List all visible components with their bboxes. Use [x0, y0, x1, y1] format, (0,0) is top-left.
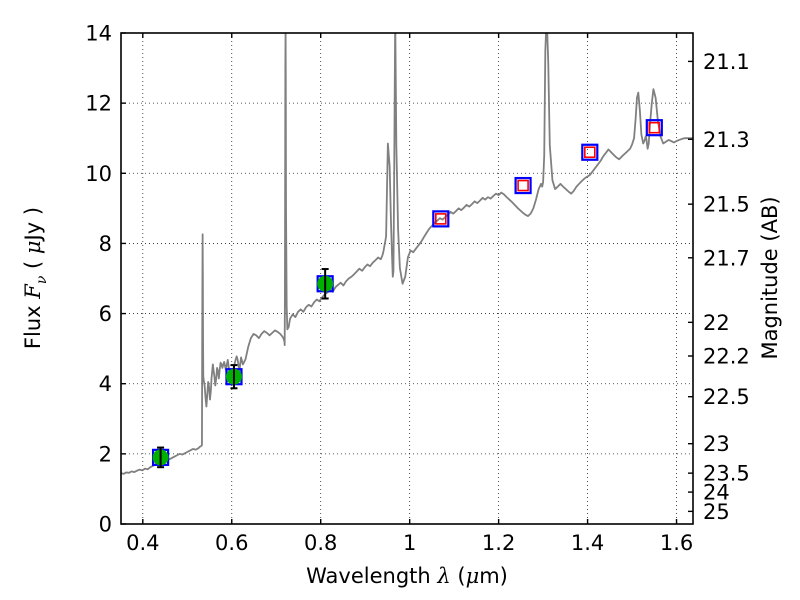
secondary-y-axis-title: Magnitude (AB)	[758, 196, 782, 359]
x-tick-label: 0.8	[304, 531, 337, 555]
y-tick-label: 4	[99, 372, 112, 396]
y2-tick-label: 21.1	[703, 50, 750, 74]
x-tick-label: 1	[403, 531, 416, 555]
x-tick-label: 1.6	[660, 531, 693, 555]
gridlines	[121, 33, 693, 524]
y2-tick-label: 22	[703, 311, 730, 335]
y-tick-label: 6	[99, 302, 112, 326]
marker-blue-square	[581, 143, 599, 161]
x-tick-label: 1.4	[571, 531, 604, 555]
marker-red-square	[584, 146, 596, 159]
y2-tick-label: 23.5	[703, 462, 750, 486]
y2-tick-label: 21.3	[703, 128, 750, 152]
x-title-word: Wavelength	[306, 564, 437, 588]
y2-tick-label: 25	[703, 500, 730, 524]
data-markers-layer	[151, 119, 663, 469]
x-axis-title: Wavelength λ (μm)	[306, 564, 508, 588]
x-title-units: (	[451, 564, 466, 588]
model-spectrum-line	[121, 33, 693, 475]
marker-red-square	[435, 213, 447, 225]
marker-blue-square	[432, 210, 450, 228]
marker-blue-square	[514, 176, 532, 195]
x-tick-label: 0.6	[215, 531, 248, 555]
x-axis-ticks: 0.4 0.6 0.8 1 1.2 1.4 1.6	[126, 33, 693, 555]
y2-tick-label: 21.7	[703, 246, 750, 270]
y-title-F: F	[21, 283, 45, 300]
y-tick-label: 0	[99, 513, 112, 537]
x-tick-label: 1.2	[482, 531, 515, 555]
y-tick-label: 12	[85, 92, 112, 116]
y2-tick-label: 22.5	[703, 385, 750, 409]
y-tick-label: 10	[85, 162, 112, 186]
y-title-word: Flux	[21, 299, 45, 349]
y2-tick-label: 24	[703, 481, 730, 505]
marker-blue-square	[645, 119, 663, 137]
y-title-units-end: Jy )	[21, 207, 45, 243]
y-title-nu: ν	[34, 275, 50, 284]
y-title-paren: (	[21, 254, 45, 276]
axes-frame	[120, 32, 694, 525]
y-axis-title: Flux Fν ( μJy )	[21, 207, 50, 349]
marker-red-square	[648, 121, 661, 134]
spectrum-line-layer	[121, 33, 693, 475]
y2-tick-label: 22.2	[703, 345, 750, 369]
x-title-mu: μ	[466, 564, 480, 588]
y-tick-label: 8	[99, 232, 112, 256]
y-axis-ticks: 0 2 4 6 8 10 12 14	[85, 22, 126, 537]
y-tick-label: 14	[85, 22, 112, 46]
x-tick-label: 0.4	[126, 531, 159, 555]
x-title-lambda: λ	[436, 564, 450, 588]
y2-tick-label: 23	[703, 432, 730, 456]
y-title-mu: μ	[21, 240, 45, 254]
y2-tick-label: 21.5	[703, 193, 750, 217]
x-title-units-end: m)	[479, 564, 508, 588]
y-tick-label: 2	[99, 442, 112, 466]
marker-red-square	[517, 179, 529, 192]
